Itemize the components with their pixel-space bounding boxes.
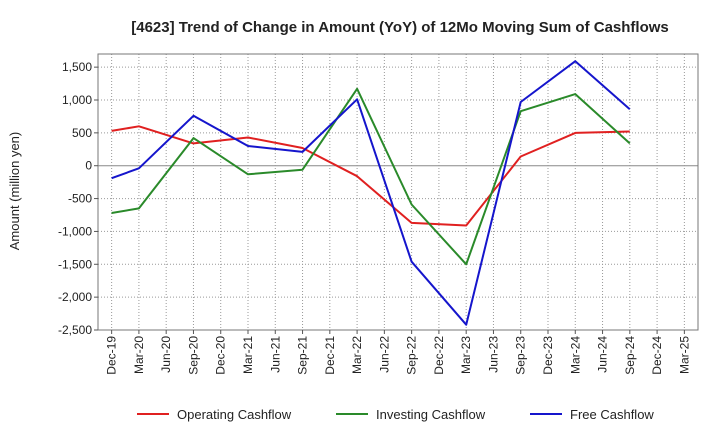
- x-tick-label: Mar-23: [459, 336, 473, 374]
- legend-label: Operating Cashflow: [177, 407, 292, 422]
- x-tick-label: Jun-24: [596, 336, 610, 373]
- x-tick-label: Dec-23: [541, 336, 555, 375]
- x-tick-label: Mar-20: [132, 336, 146, 374]
- x-tick-label: Mar-21: [241, 336, 255, 374]
- x-tick-label: Sep-22: [405, 336, 419, 375]
- y-tick-label: -2,000: [58, 290, 92, 304]
- y-axis-label: Amount (million yen): [7, 132, 22, 251]
- x-tick-label: Dec-20: [214, 336, 228, 375]
- legend-label: Investing Cashflow: [376, 407, 486, 422]
- series-line-operating-cashflow: [111, 125, 630, 227]
- x-tick-label: Dec-22: [432, 336, 446, 375]
- y-tick-label: -1,500: [58, 257, 92, 271]
- y-tick-label: 1,500: [62, 60, 92, 74]
- x-tick-label: Dec-21: [323, 336, 337, 375]
- y-tick-label: -2,500: [58, 323, 92, 337]
- y-ticks: 1,500 1,000 500 0 -500 -1,000 -1,500 -2,000 -2,5…: [58, 60, 98, 337]
- x-tick-label: Dec-24: [650, 336, 664, 375]
- x-tick-label: Jun-23: [486, 336, 500, 373]
- y-tick-label: -500: [68, 192, 92, 206]
- series-line-investing-cashflow: [111, 87, 631, 266]
- legend: Operating Cashflow Investing Cashflow Free…: [137, 407, 654, 422]
- legend-label: Free Cashflow: [570, 407, 654, 422]
- x-tick-label: Sep-23: [514, 336, 528, 375]
- x-tick-label: Sep-20: [186, 336, 200, 375]
- y-tick-label: -1,000: [58, 224, 92, 238]
- x-tick-label: Mar-24: [568, 336, 582, 374]
- grid: [98, 54, 698, 331]
- x-tick-label: Sep-21: [296, 336, 310, 375]
- x-tick-label: Jun-20: [159, 336, 173, 373]
- y-tick-label: 1,000: [62, 93, 92, 107]
- y-tick-label: 0: [85, 159, 92, 173]
- series-line-free-cashflow: [111, 60, 631, 326]
- x-tick-label: Dec-19: [105, 336, 119, 375]
- series-lines: [111, 60, 631, 326]
- x-tick-label: Mar-25: [677, 336, 691, 374]
- x-ticks: Dec-19 Mar-20 Jun-20 Sep-20 Dec-20 Mar-21 Jun-…: [105, 330, 691, 375]
- chart-title: [4623] Trend of Change in Amount (YoY) o…: [131, 19, 669, 36]
- y-tick-label: 500: [72, 126, 92, 140]
- plot-area: [97, 53, 699, 331]
- x-tick-label: Mar-22: [350, 336, 364, 374]
- x-tick-label: Jun-21: [268, 336, 282, 373]
- x-tick-label: Sep-24: [623, 336, 637, 375]
- x-tick-label: Jun-22: [377, 336, 391, 373]
